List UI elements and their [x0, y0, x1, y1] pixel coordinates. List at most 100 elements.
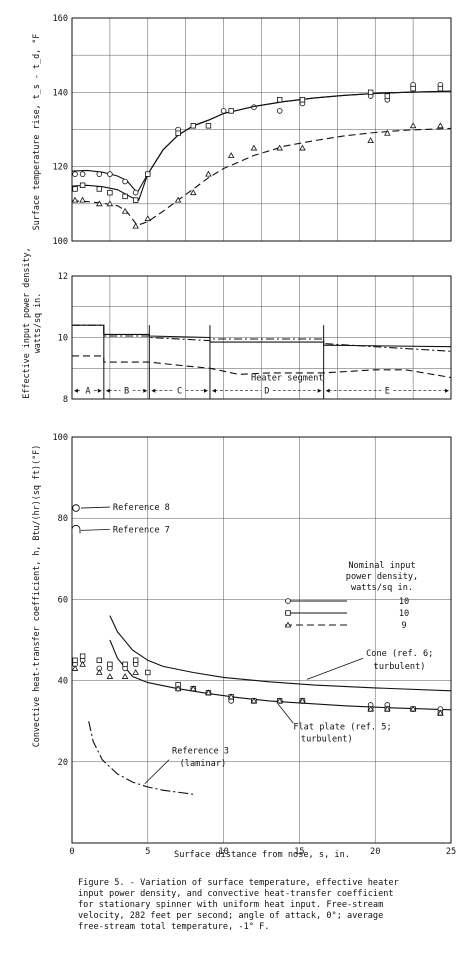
triangle-data-point: [121, 673, 129, 679]
power-density-panel: 8 10 12 A B C D E Heater segment: [58, 272, 452, 405]
triangle-data-point: [409, 122, 417, 129]
plot-frame: [71, 436, 452, 844]
triangle-data-point: [367, 137, 374, 144]
triangle-data-point: [437, 122, 444, 129]
x-axis-label: Surface distance from nose, s, in.: [174, 850, 350, 860]
legend-value: 9: [401, 621, 406, 631]
square-data-point: [132, 657, 139, 663]
square-data-point: [132, 197, 139, 203]
laminar-reference-curve: [88, 721, 194, 795]
circle-data-point: [276, 108, 283, 114]
flat-plate-label: Flat plate (ref. 5;: [293, 722, 391, 732]
arrow-head: [151, 388, 156, 393]
square-data-point: [175, 130, 181, 136]
reference-leader: [80, 506, 110, 509]
y-tick-label: 80: [58, 514, 68, 524]
y-tick-label: 160: [52, 14, 68, 24]
y-tick-label: 140: [52, 88, 68, 98]
heat-transfer-y-label: Convective heat-transfer coefficient, h,…: [31, 445, 41, 748]
square-data-point: [145, 669, 151, 676]
x-tick-label: 0: [69, 847, 74, 857]
square-data-point: [276, 97, 283, 103]
square-data-point: [437, 85, 444, 92]
arrow-head: [105, 388, 110, 393]
legend-marker: [285, 610, 291, 616]
cone-label: Cone (ref. 6;: [366, 649, 433, 659]
legend-value: 10: [399, 597, 409, 607]
triangle-data-point: [299, 144, 306, 151]
cone-label: turbulent): [374, 662, 426, 672]
square-data-point: [72, 657, 78, 663]
square-data-point: [79, 653, 86, 659]
figure-caption: Figure 5. - Variation of surface tempera…: [78, 878, 463, 933]
triangle-data-point: [96, 200, 103, 207]
caption-line: Figure 5. - Variation of surface tempera…: [78, 878, 399, 888]
arrow-head: [74, 388, 78, 393]
arrow-head: [97, 388, 102, 393]
triangle-data-point: [71, 196, 79, 203]
legend-value: 10: [399, 609, 409, 619]
square-data-point: [96, 657, 102, 663]
arrow-head: [211, 388, 216, 393]
laminar-label: (laminar): [180, 759, 227, 769]
segment-label: E: [385, 387, 390, 397]
square-data-point: [96, 186, 102, 192]
triangle-data-point: [367, 705, 374, 712]
circle-data-point: [96, 171, 103, 177]
reference-8-point: [72, 504, 80, 512]
triangle-data-point: [106, 200, 114, 207]
triangle-data-point: [205, 170, 212, 177]
square-data-point: [122, 193, 128, 200]
y-tick-label: 20: [58, 758, 68, 768]
triangle-data-point: [132, 222, 139, 229]
circle-data-point: [122, 178, 128, 185]
x-tick-label: 5: [145, 847, 150, 857]
annotation-leader: [144, 759, 170, 785]
reference-8-label: Reference 8: [113, 503, 170, 513]
arrow-head: [203, 388, 208, 393]
triangle-data-point: [79, 196, 86, 203]
temperature-rise-panel: 100 120 140 160: [52, 14, 452, 247]
circle-data-point: [79, 171, 86, 177]
triangle-data-point: [384, 705, 391, 712]
triangle-data-point: [205, 689, 212, 696]
plot-frame: [71, 275, 452, 400]
svg-text:Convective heat-transfer coeff: Convective heat-transfer coefficient, h,…: [31, 445, 41, 748]
triangle-data-point: [276, 144, 283, 151]
y-tick-label: 40: [58, 677, 68, 687]
triangle-data-point: [189, 189, 197, 196]
plot-frame: [71, 17, 452, 242]
triangle-data-point: [409, 705, 417, 712]
arrow-head: [143, 388, 148, 393]
triangle-fit-line: [71, 127, 452, 227]
x-tick-label: 25: [446, 847, 456, 857]
square-data-point: [205, 123, 212, 129]
y-tick-label: 100: [52, 237, 68, 247]
arrow-head: [445, 388, 449, 393]
segment-label: C: [177, 387, 182, 397]
x-tick-label: 15: [294, 847, 304, 857]
reference-leader: [80, 528, 110, 531]
square-data-point: [145, 171, 151, 177]
triangle-data-point: [79, 660, 86, 667]
triangle-data-point: [174, 196, 182, 203]
square-data-point: [107, 661, 113, 668]
triangle-data-point: [384, 129, 391, 136]
segment-label: B: [124, 387, 129, 397]
svg-text:Effective input power density,: Effective input power density,: [21, 247, 31, 398]
square-data-point: [79, 182, 86, 188]
circle-data-point: [132, 189, 139, 196]
power-y-label: Effective input power density, watts/sq …: [21, 247, 42, 398]
square-data-point: [107, 189, 113, 196]
triangle-data-point: [437, 709, 444, 716]
temperature-y-label: Surface temperature rise, t_s - t_d, °F: [31, 34, 41, 231]
square-data-point: [72, 186, 78, 192]
square-data-point: [410, 85, 416, 92]
triangle-data-point: [121, 207, 129, 214]
cone-turbulent-curve: [109, 615, 452, 692]
triangle-data-point: [96, 669, 103, 675]
y-tick-label: 120: [52, 163, 68, 173]
svg-text:Surface temperature rise, t_s: Surface temperature rise, t_s - t_d, °F: [31, 34, 41, 231]
reference-7-label: Reference 7: [113, 525, 170, 535]
